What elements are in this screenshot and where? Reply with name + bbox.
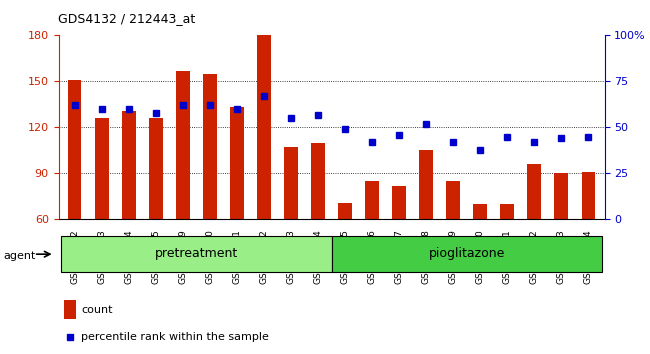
Bar bbox=[203, 74, 216, 219]
Bar bbox=[68, 80, 81, 219]
Bar bbox=[122, 110, 136, 219]
Bar bbox=[500, 204, 514, 219]
Bar bbox=[230, 108, 244, 219]
Bar bbox=[95, 118, 109, 219]
Text: agent: agent bbox=[3, 251, 36, 261]
Bar bbox=[332, 236, 602, 272]
Bar bbox=[582, 172, 595, 219]
Text: pretreatment: pretreatment bbox=[155, 247, 238, 261]
Bar bbox=[176, 71, 190, 219]
Bar bbox=[365, 181, 379, 219]
Bar bbox=[338, 202, 352, 219]
Bar bbox=[257, 35, 270, 219]
Bar bbox=[64, 300, 76, 319]
Bar bbox=[473, 204, 487, 219]
Bar bbox=[419, 150, 433, 219]
Text: GDS4132 / 212443_at: GDS4132 / 212443_at bbox=[58, 12, 196, 25]
Text: pioglitazone: pioglitazone bbox=[428, 247, 505, 261]
Bar bbox=[527, 164, 541, 219]
Bar bbox=[393, 186, 406, 219]
Bar bbox=[311, 143, 325, 219]
Bar bbox=[554, 173, 568, 219]
Bar bbox=[61, 236, 332, 272]
Text: percentile rank within the sample: percentile rank within the sample bbox=[81, 332, 269, 342]
Text: count: count bbox=[81, 304, 113, 315]
Bar bbox=[447, 181, 460, 219]
Bar bbox=[149, 118, 162, 219]
Bar bbox=[284, 147, 298, 219]
